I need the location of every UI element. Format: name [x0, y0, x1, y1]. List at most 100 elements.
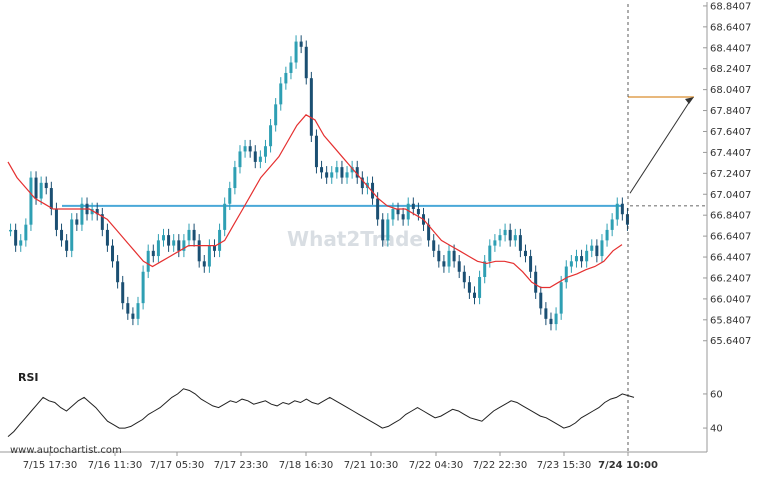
price-candle	[610, 213, 614, 237]
price-candle	[263, 139, 267, 163]
price-candle	[386, 213, 390, 247]
price-candle	[228, 181, 232, 211]
y-tick-label: 68.2407	[710, 64, 751, 75]
price-candle	[284, 66, 288, 90]
price-candle	[192, 223, 196, 247]
y-tick-label: 68.0407	[710, 85, 751, 96]
rsi-tick-label: 40	[710, 424, 723, 435]
price-candle	[299, 35, 303, 54]
price-candle	[437, 244, 441, 268]
price-candle	[121, 275, 125, 310]
x-tick-label: 7/23 15:30	[537, 460, 591, 471]
price-candle	[580, 249, 584, 268]
price-candle	[95, 202, 99, 221]
price-candle	[75, 213, 79, 231]
price-candle	[197, 234, 201, 268]
y-tick-label: 68.6407	[710, 22, 751, 33]
moving-average-line	[7, 114, 623, 289]
price-candle	[493, 234, 497, 252]
price-candle	[14, 223, 18, 252]
price-candle	[600, 234, 604, 263]
y-tick-label: 68.4407	[710, 43, 751, 54]
price-candle	[70, 213, 74, 258]
price-candle	[396, 202, 400, 221]
y-tick-label: 67.2407	[710, 169, 751, 180]
price-candle	[406, 197, 410, 226]
price-candle	[248, 139, 252, 158]
price-candle	[605, 223, 609, 247]
y-tick-label: 66.2407	[710, 273, 751, 284]
price-candle	[508, 223, 512, 247]
price-candle	[24, 218, 28, 247]
price-candle	[218, 223, 222, 258]
price-candle	[223, 197, 227, 237]
price-candle	[569, 255, 573, 273]
price-candle	[90, 202, 94, 221]
price-candle	[258, 150, 262, 169]
price-candle	[146, 244, 150, 279]
price-candle	[615, 197, 619, 226]
price-candle	[60, 223, 64, 247]
price-candle	[126, 296, 130, 320]
price-candle	[325, 166, 329, 184]
y-tick-label: 65.6407	[710, 336, 751, 347]
price-candle	[457, 255, 461, 279]
x-tick-label: 7/17 05:30	[150, 460, 204, 471]
price-candle	[151, 244, 155, 263]
price-candle	[381, 213, 385, 247]
price-candle	[44, 176, 48, 195]
price-candle	[39, 176, 43, 205]
x-tick-label: 7/17 23:30	[214, 460, 268, 471]
price-candle	[534, 265, 538, 299]
price-candle	[167, 228, 171, 252]
price-candle	[330, 166, 334, 184]
price-candle	[498, 228, 502, 247]
price-candle	[478, 270, 482, 305]
price-candle	[335, 160, 339, 179]
price-candle	[54, 202, 58, 237]
price-candle	[279, 77, 283, 111]
price-candle	[253, 145, 257, 169]
price-candle	[345, 166, 349, 184]
price-candle	[416, 202, 420, 221]
price-candle	[207, 239, 211, 273]
price-candle	[554, 307, 558, 331]
price-candle	[162, 228, 165, 247]
price-candle	[309, 71, 313, 143]
price-candle	[202, 255, 206, 273]
watermark-text: What2Trade	[287, 227, 423, 251]
price-candle	[182, 234, 186, 258]
price-candle	[314, 129, 318, 174]
y-tick-label: 67.6407	[710, 127, 751, 138]
rsi-tick-label: 60	[710, 389, 723, 400]
y-tick-label: 66.8407	[710, 211, 751, 222]
price-candle	[585, 244, 589, 268]
price-candle	[340, 160, 344, 184]
projection-arrow	[629, 100, 691, 194]
price-candle	[212, 239, 216, 258]
price-candle	[590, 239, 594, 258]
y-tick-label: 68.8407	[710, 1, 751, 12]
price-candle	[111, 239, 115, 268]
price-candle	[233, 160, 237, 195]
price-candle	[539, 286, 543, 315]
x-tick-label: 7/16 11:30	[88, 460, 142, 471]
rsi-line	[7, 388, 635, 437]
source-label: www.autochartist.com	[10, 445, 122, 456]
price-candle	[360, 171, 364, 195]
price-candle	[304, 40, 308, 85]
price-candle	[172, 234, 176, 252]
y-tick-label: 67.0407	[710, 190, 751, 201]
arrow-head-icon	[685, 97, 694, 105]
rsi-title: RSI	[18, 371, 39, 384]
x-tick-label: 7/24 10:00	[598, 460, 658, 471]
price-candle	[29, 171, 33, 231]
price-candle	[136, 296, 140, 326]
price-candle	[401, 207, 405, 226]
price-candle	[549, 312, 553, 331]
price-candle	[187, 223, 191, 247]
price-candle	[131, 307, 135, 326]
price-candle	[513, 228, 517, 247]
